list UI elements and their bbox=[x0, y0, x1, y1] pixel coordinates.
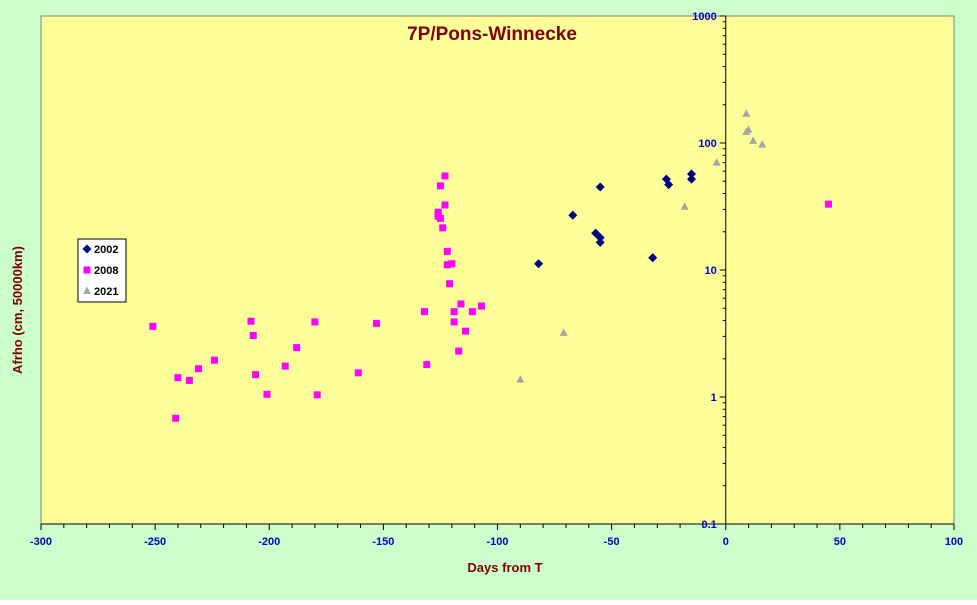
data-point-2002 bbox=[648, 253, 658, 263]
data-point-2008 bbox=[439, 224, 447, 232]
y-axis-label: Afrho (cm, 50000km) bbox=[10, 246, 25, 374]
series-2008 bbox=[149, 172, 832, 422]
data-point-2008 bbox=[373, 319, 381, 327]
data-point-2008 bbox=[448, 260, 456, 268]
y-tick-label: 10 bbox=[705, 265, 717, 277]
data-point-2008 bbox=[311, 318, 319, 326]
legend-marker-2002 bbox=[82, 244, 92, 254]
data-point-2021 bbox=[749, 136, 758, 144]
chart-title: 7P/Pons-Winnecke bbox=[407, 24, 577, 45]
data-point-2002 bbox=[568, 210, 578, 220]
data-point-2021 bbox=[712, 158, 721, 166]
data-point-2008 bbox=[443, 247, 451, 255]
data-point-2008 bbox=[149, 322, 157, 330]
legend: 2002 2008 2021 bbox=[77, 238, 127, 303]
data-points bbox=[149, 109, 832, 422]
data-point-2008 bbox=[450, 308, 458, 316]
x-tick-label: -250 bbox=[144, 536, 166, 548]
data-point-2021 bbox=[744, 125, 753, 133]
x-axis-label: Days from T bbox=[467, 560, 542, 575]
y-tick-label: 100 bbox=[698, 138, 716, 150]
legend-label-2002: 2002 bbox=[94, 244, 118, 256]
x-tick-label: -150 bbox=[372, 536, 394, 548]
data-point-2021 bbox=[758, 140, 767, 148]
data-point-2008 bbox=[252, 371, 260, 379]
y-tick-label: 0.1 bbox=[701, 519, 716, 531]
data-point-2002 bbox=[687, 174, 697, 184]
y-tick-label: 1 bbox=[711, 392, 717, 404]
x-tick-label: -100 bbox=[486, 536, 508, 548]
data-point-2008 bbox=[247, 317, 255, 325]
data-point-2008 bbox=[313, 391, 321, 399]
legend-marker-2008 bbox=[83, 266, 91, 274]
data-point-2008 bbox=[436, 214, 444, 222]
x-tick-label: -200 bbox=[258, 536, 280, 548]
y-axis-ticks: 0.1 1 10 100 1000 bbox=[692, 11, 726, 531]
data-point-2008 bbox=[824, 200, 832, 208]
plot-area bbox=[40, 15, 955, 525]
data-point-2008 bbox=[172, 414, 180, 422]
data-point-2002 bbox=[664, 180, 674, 190]
data-point-2008 bbox=[457, 300, 465, 308]
data-point-2002 bbox=[595, 182, 605, 192]
data-point-2008 bbox=[434, 208, 442, 216]
x-tick-label: 50 bbox=[834, 536, 846, 548]
data-point-2021 bbox=[559, 328, 568, 336]
data-point-2008 bbox=[436, 182, 444, 190]
data-point-2008 bbox=[455, 347, 463, 355]
data-point-2008 bbox=[185, 376, 193, 384]
data-point-2002 bbox=[595, 233, 605, 243]
data-point-2008 bbox=[420, 308, 428, 316]
data-point-2008 bbox=[441, 172, 449, 180]
data-point-2008 bbox=[478, 302, 486, 310]
legend-label-2021: 2021 bbox=[94, 286, 118, 298]
data-point-2008 bbox=[468, 308, 476, 316]
data-point-2008 bbox=[194, 365, 202, 373]
legend-label-2008: 2008 bbox=[94, 265, 118, 277]
legend-marker-2021 bbox=[83, 286, 91, 294]
data-point-2021 bbox=[742, 109, 751, 117]
x-tick-label: -300 bbox=[30, 536, 52, 548]
y-tick-label: 1000 bbox=[692, 11, 716, 23]
series-2002 bbox=[534, 169, 697, 269]
x-tick-label: 100 bbox=[945, 536, 963, 548]
series-2021 bbox=[516, 109, 767, 383]
data-point-2008 bbox=[174, 374, 182, 382]
data-point-2021 bbox=[516, 375, 525, 383]
data-point-2008 bbox=[249, 331, 257, 339]
data-point-2008 bbox=[293, 344, 301, 352]
x-tick-label: -50 bbox=[604, 536, 620, 548]
data-point-2008 bbox=[446, 280, 454, 288]
data-point-2021 bbox=[680, 202, 689, 210]
data-point-2008 bbox=[450, 318, 458, 326]
data-point-2002 bbox=[687, 169, 697, 179]
x-tick-label: 0 bbox=[723, 536, 729, 548]
data-point-2002 bbox=[595, 237, 605, 247]
data-point-2008 bbox=[441, 201, 449, 209]
data-point-2008 bbox=[423, 361, 431, 369]
data-point-2002 bbox=[534, 259, 544, 269]
data-point-2008 bbox=[263, 390, 271, 398]
x-axis-ticks: -300 -250 -200 -150 -100 -50 0 50 100 bbox=[30, 524, 963, 548]
data-point-2008 bbox=[462, 327, 470, 335]
data-point-2008 bbox=[354, 369, 362, 377]
data-point-2008 bbox=[210, 356, 218, 364]
data-point-2008 bbox=[443, 261, 451, 269]
data-point-2008 bbox=[281, 362, 289, 370]
